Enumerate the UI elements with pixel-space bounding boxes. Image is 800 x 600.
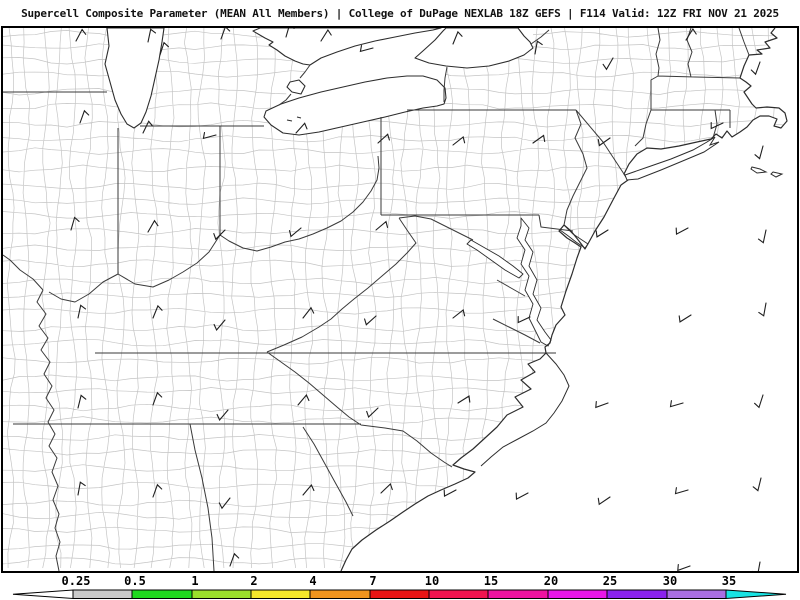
colorbar-tick-label: 30 xyxy=(662,574,678,588)
colorbar-segment xyxy=(72,589,133,599)
map-canvas xyxy=(3,28,797,571)
colorbar-segment xyxy=(369,589,430,599)
lake-ontario xyxy=(414,28,534,69)
colorbar-labels: 0.25 0.5 1 2 4 7 10 15 20 25 30 35 xyxy=(0,575,800,588)
colorbar-segment xyxy=(606,589,668,599)
colorbar-tick-label: 15 xyxy=(483,574,499,588)
colorbar-tick-label: 35 xyxy=(721,574,737,588)
colorbar-tick-label: 7 xyxy=(369,574,377,588)
colorbar-tick-label: 4 xyxy=(309,574,317,588)
chesapeake-bay xyxy=(516,217,552,347)
colorbar-over-arrow xyxy=(725,589,787,600)
state-borders xyxy=(3,28,750,571)
colorbar-segment xyxy=(309,589,371,599)
colorbar xyxy=(12,589,787,600)
product-title: Supercell Composite Parameter (MEAN All … xyxy=(21,7,779,20)
wind-barbs xyxy=(70,28,767,571)
colorbar-segment xyxy=(487,589,549,599)
colorbar-tick-label: 2 xyxy=(250,574,258,588)
colorbar-tick-label: 20 xyxy=(543,574,559,588)
colorbar-tick-label: 10 xyxy=(424,574,440,588)
colorbar-tick-label: 1 xyxy=(191,574,199,588)
colorbar-tick-label: 0.5 xyxy=(124,574,146,588)
colorbar-segment xyxy=(250,589,311,599)
colorbar-tick-label: 25 xyxy=(602,574,618,588)
forecast-map xyxy=(1,26,799,573)
colorbar-segment xyxy=(428,589,489,599)
lake-erie xyxy=(263,75,447,136)
coastline xyxy=(340,28,788,571)
long-island xyxy=(624,136,720,181)
colorbar-segment xyxy=(666,589,727,599)
coastal-islands xyxy=(286,116,784,178)
colorbar-under-arrow xyxy=(12,589,74,600)
colorbar-tick-label: 0.25 xyxy=(61,574,91,588)
outer-banks xyxy=(480,352,570,467)
potomac-river xyxy=(466,239,524,279)
colorbar-segment xyxy=(131,589,193,599)
lake-st-clair xyxy=(286,79,306,95)
colorbar-segment xyxy=(547,589,608,599)
colorbar-segment xyxy=(191,589,252,599)
lake-michigan xyxy=(104,28,165,129)
